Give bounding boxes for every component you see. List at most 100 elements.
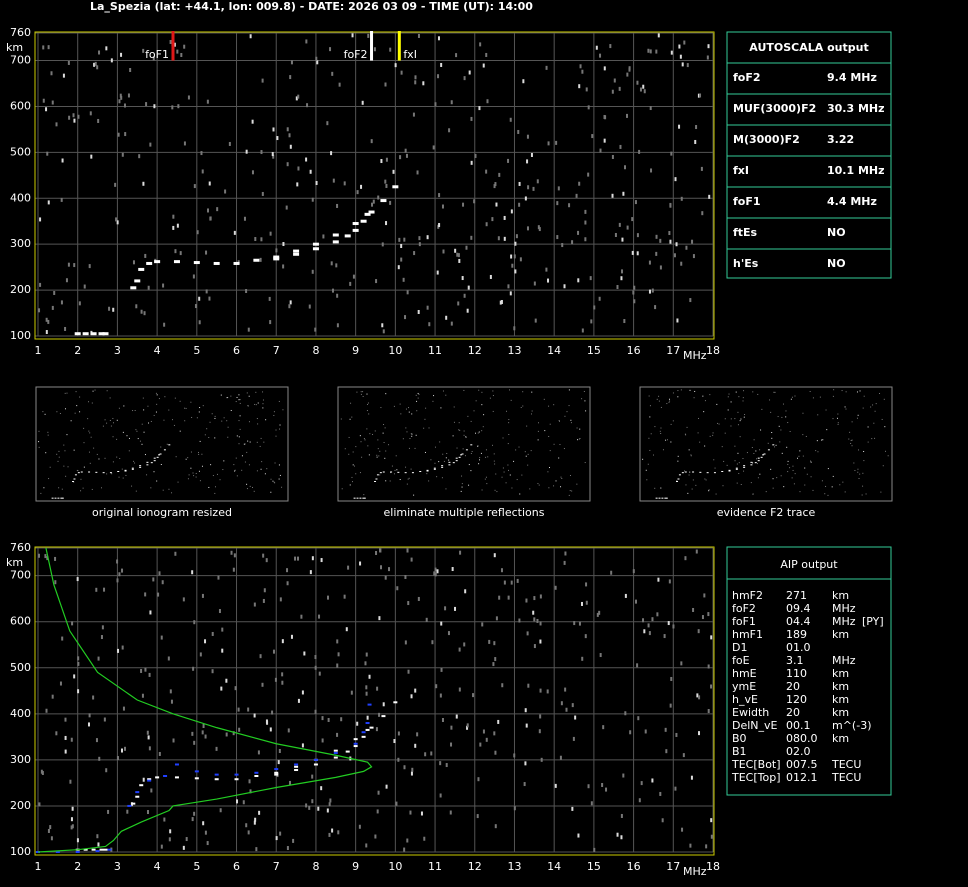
noise-echo — [756, 458, 758, 460]
noise-echo — [456, 447, 458, 449]
noise-echo — [199, 440, 201, 442]
noise-echo — [212, 475, 214, 477]
echo-trace — [365, 728, 370, 731]
noise-echo — [315, 180, 318, 185]
noise-echo — [467, 415, 469, 417]
noise-echo — [262, 403, 264, 405]
noise-echo — [441, 204, 444, 209]
noise-echo — [251, 119, 254, 124]
noise-echo — [201, 730, 204, 735]
noise-echo — [349, 281, 352, 286]
noise-echo — [142, 777, 145, 782]
noise-echo — [38, 446, 40, 448]
noise-echo — [381, 242, 384, 247]
noise-echo — [66, 434, 68, 436]
noise-echo — [239, 399, 241, 401]
noise-echo — [804, 484, 806, 486]
noise-echo — [161, 580, 164, 585]
noise-echo — [475, 432, 477, 434]
noise-echo — [524, 196, 527, 201]
noise-echo — [98, 458, 100, 460]
echo-trace — [397, 471, 400, 473]
noise-echo — [153, 414, 155, 416]
thumb-frame — [35, 386, 289, 502]
noise-echo — [424, 451, 426, 453]
noise-echo — [397, 265, 400, 270]
y-tick-label: 700 — [10, 569, 31, 582]
noise-echo — [83, 427, 85, 429]
noise-echo — [356, 190, 359, 195]
aip-cell: Ewidth — [732, 706, 769, 719]
noise-echo — [621, 269, 624, 274]
noise-echo — [670, 441, 672, 443]
noise-echo — [527, 453, 529, 455]
noise-echo — [554, 585, 557, 590]
noise-echo — [602, 725, 605, 730]
noise-echo — [816, 440, 818, 442]
noise-echo — [352, 274, 355, 279]
noise-echo — [214, 486, 216, 488]
noise-echo — [581, 398, 583, 400]
noise-echo — [486, 99, 489, 104]
noise-echo — [622, 773, 625, 778]
noise-echo — [328, 832, 331, 837]
noise-echo — [243, 443, 245, 445]
noise-echo — [330, 151, 333, 156]
noise-echo — [77, 114, 80, 119]
noise-echo — [377, 790, 380, 795]
noise-echo — [297, 94, 300, 99]
noise-echo — [511, 487, 513, 489]
echo-trace — [743, 465, 746, 467]
noise-echo — [470, 470, 472, 472]
noise-echo — [584, 400, 586, 402]
noise-echo — [649, 449, 651, 451]
noise-echo — [388, 567, 391, 572]
noise-echo — [508, 419, 510, 421]
noise-echo — [82, 487, 84, 489]
noise-echo — [752, 493, 754, 495]
noise-echo — [668, 398, 670, 400]
noise-echo — [463, 430, 465, 432]
aip-cell: km — [832, 693, 849, 706]
noise-echo — [257, 423, 259, 425]
noise-echo — [65, 475, 67, 477]
noise-echo — [279, 428, 281, 430]
noise-echo — [518, 618, 521, 623]
noise-echo — [411, 413, 413, 415]
x-tick-label: 2 — [74, 344, 81, 357]
noise-echo — [39, 282, 42, 287]
echo-trace — [147, 778, 152, 781]
noise-echo — [682, 753, 685, 758]
noise-echo — [660, 427, 662, 429]
noise-echo — [616, 832, 619, 837]
noise-echo — [149, 142, 152, 147]
echo-trace — [294, 765, 299, 768]
noise-echo — [160, 844, 163, 849]
noise-echo — [246, 483, 248, 485]
noise-echo — [654, 305, 657, 310]
noise-echo — [256, 418, 258, 420]
noise-echo — [505, 482, 507, 484]
noise-echo — [532, 610, 535, 615]
noise-echo — [256, 470, 258, 472]
noise-echo — [321, 738, 324, 743]
noise-echo — [638, 149, 641, 154]
noise-echo — [94, 61, 97, 66]
noise-echo — [463, 642, 466, 647]
noise-echo — [365, 685, 368, 690]
noise-echo — [128, 450, 130, 452]
noise-echo — [684, 470, 686, 472]
noise-echo — [740, 418, 742, 420]
echo-trace — [98, 332, 105, 336]
noise-echo — [587, 172, 590, 177]
echo-trace — [655, 497, 658, 499]
noise-echo — [120, 95, 123, 100]
noise-echo — [871, 438, 873, 440]
noise-echo — [616, 285, 619, 290]
noise-echo — [428, 480, 430, 482]
noise-echo — [611, 89, 614, 94]
noise-echo — [538, 729, 541, 734]
noise-echo — [139, 440, 141, 442]
noise-echo — [384, 427, 386, 429]
echo-trace — [364, 212, 371, 216]
